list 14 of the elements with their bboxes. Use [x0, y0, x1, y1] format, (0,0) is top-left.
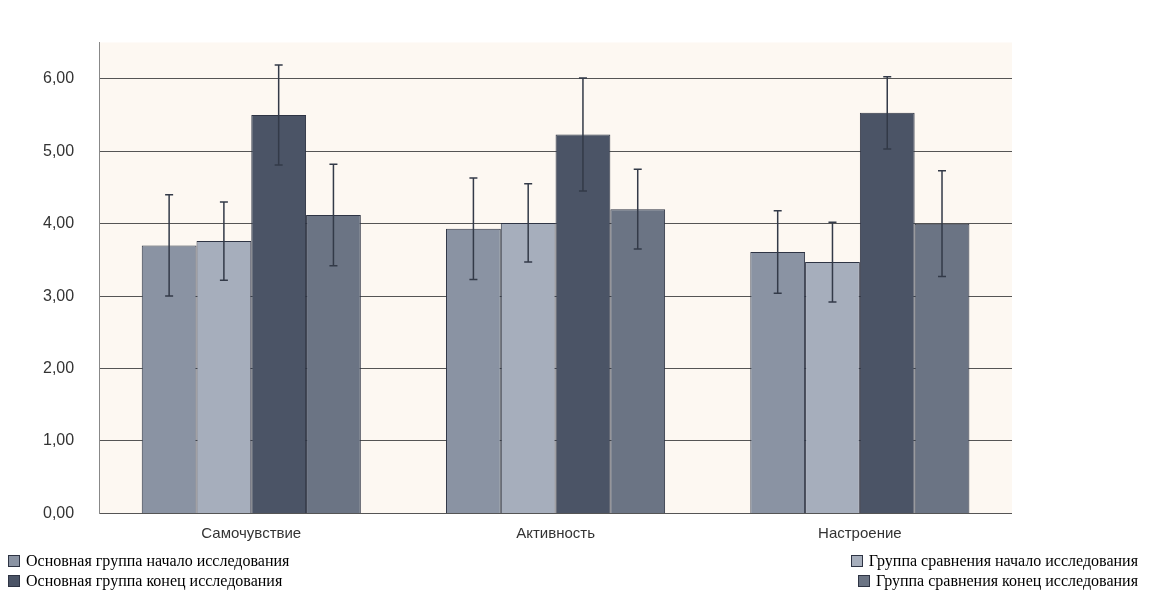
y-tick-label: 5,00 — [43, 141, 75, 159]
x-tick-label: Активность — [516, 523, 596, 541]
x-tick-label: Настроение — [818, 523, 902, 541]
legend-label: Основная группа конец исследования — [26, 572, 283, 590]
y-tick-label: 3,00 — [43, 286, 75, 304]
y-tick-label: 6,00 — [43, 69, 75, 87]
y-tick-label: 2,00 — [43, 358, 75, 376]
y-tick-label: 4,00 — [43, 214, 75, 232]
y-tick-label: 0,00 — [43, 503, 75, 521]
y-tick-label: 1,00 — [43, 431, 75, 449]
legend-label: Группа сравнения начало исследования — [868, 552, 1138, 570]
x-tick-label: Самочувствие — [201, 523, 302, 541]
legend-label: Группа сравнения конец исследования — [875, 572, 1138, 590]
legend-label: Основная группа начало исследования — [26, 552, 290, 570]
